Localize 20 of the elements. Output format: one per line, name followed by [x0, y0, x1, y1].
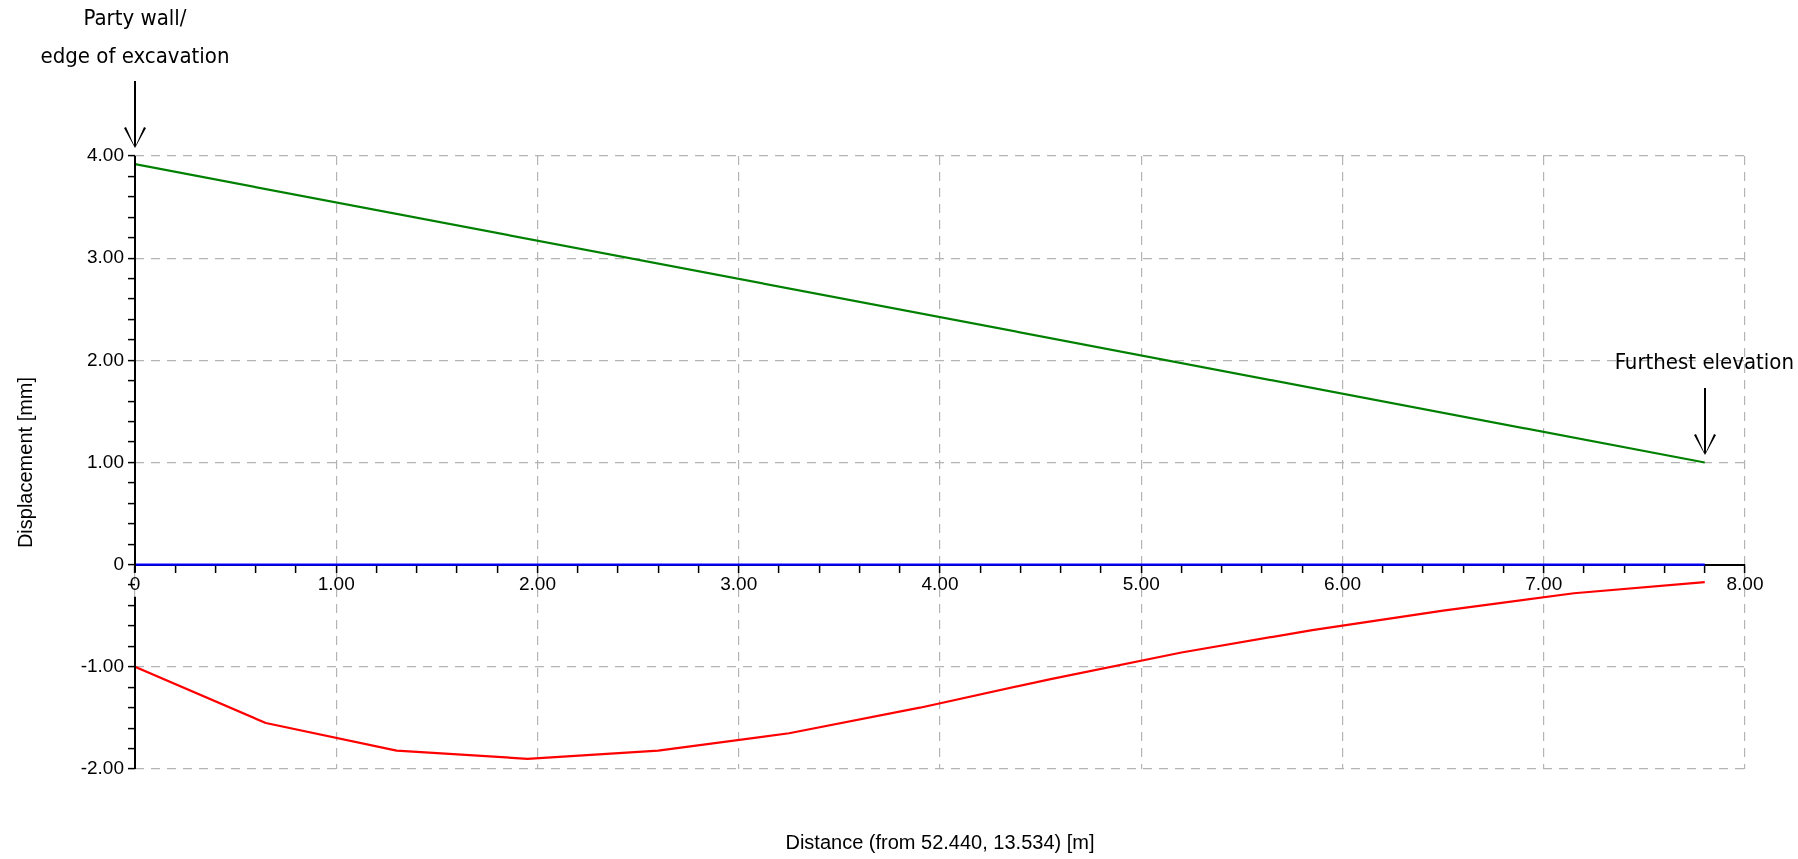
x-tick-label: 5.00	[1122, 573, 1160, 595]
y-tick-label: 2.00	[87, 348, 124, 370]
y-tick-label: 0	[113, 552, 124, 574]
text: Party wall/ edge of excavation	[40, 4, 230, 68]
x-tick-label: 2.00	[519, 573, 556, 595]
annotation: Furthest elevation	[1614, 349, 1794, 375]
x-tick-label: 0	[129, 573, 141, 595]
x-axis-title: Distance (from 52.440, 13.534) [m]	[785, 830, 1095, 853]
y-tick-label: 4.00	[87, 144, 124, 166]
x-tick-label: 8.00	[1726, 573, 1764, 595]
x-tick-label: 1.00	[317, 573, 355, 595]
x-tick-label: 4.00	[921, 573, 959, 595]
x-tick-label: 7.00	[1525, 573, 1563, 595]
x-tick-label: 6.00	[1324, 573, 1361, 595]
y-tick-label: 1.00	[87, 450, 124, 472]
y-tick-label: 3.00	[87, 246, 124, 268]
y-tick-label: -2.00	[80, 757, 124, 779]
y-axis-title: Displacement [mm]	[13, 376, 36, 549]
x-tick-label: 3.00	[720, 573, 758, 595]
y-tick-label: -1.00	[80, 655, 124, 677]
